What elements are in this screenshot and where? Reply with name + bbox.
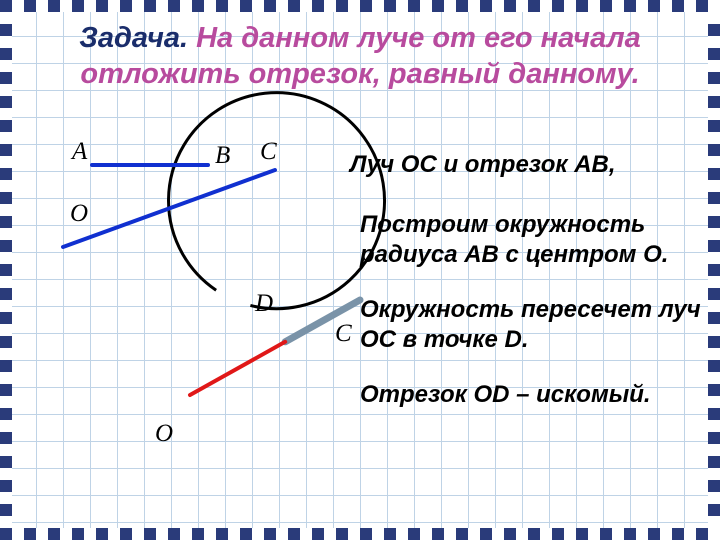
- point-label-D: D: [255, 290, 273, 318]
- geometry-diagram: [0, 0, 720, 540]
- point-label-O-bottom: O: [155, 420, 173, 448]
- point-label-C-top: C: [260, 138, 277, 166]
- point-label-O-top: O: [70, 200, 88, 228]
- construction-circle: [169, 93, 385, 309]
- point-label-A: A: [72, 138, 87, 166]
- segment-OD-red: [190, 342, 285, 395]
- point-label-B: B: [215, 142, 230, 170]
- point-label-C-bottom: C: [335, 320, 352, 348]
